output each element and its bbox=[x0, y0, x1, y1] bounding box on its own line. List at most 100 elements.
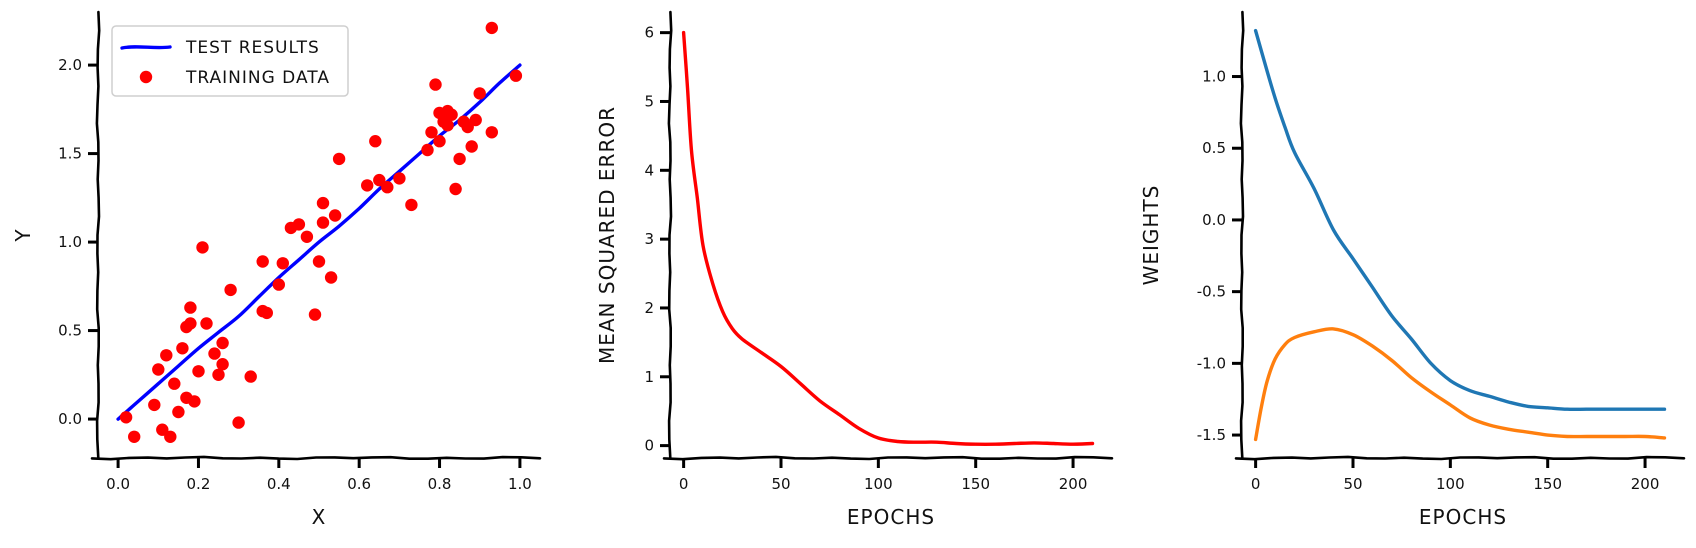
y-tick-label: 5 bbox=[644, 92, 654, 110]
data-point bbox=[449, 182, 462, 196]
data-point bbox=[441, 119, 454, 132]
data-point bbox=[312, 255, 326, 268]
x-tick-label: 50 bbox=[771, 475, 790, 493]
y-axis-label: Y bbox=[11, 228, 35, 242]
x-tick-label: 0.4 bbox=[267, 475, 291, 493]
data-point bbox=[212, 368, 225, 381]
series-line bbox=[681, 30, 1095, 446]
data-point bbox=[184, 301, 197, 314]
data-point bbox=[176, 342, 189, 355]
data-point bbox=[160, 349, 173, 362]
legend-label: TRAINING DATA bbox=[185, 68, 330, 88]
y-tick-label: 4 bbox=[644, 161, 654, 179]
x-tick-label: 0.0 bbox=[106, 475, 130, 493]
data-point bbox=[485, 21, 498, 35]
x-tick-label: 0.8 bbox=[428, 475, 452, 493]
y-axis-spine bbox=[667, 10, 673, 460]
data-point bbox=[168, 377, 181, 390]
data-point bbox=[152, 363, 165, 376]
legend: TEST RESULTS TRAINING DATA bbox=[111, 25, 349, 97]
data-point bbox=[369, 135, 382, 148]
data-point bbox=[216, 336, 229, 350]
data-point bbox=[469, 113, 482, 127]
chart-panel-1: 0.0 0.2 0.4 0.6 0.8 1.0 0.0 0.5 1.0 1.5 2.0 X Y TEST … bbox=[11, 10, 542, 529]
x-axis-spine bbox=[1234, 455, 1686, 461]
data-point bbox=[292, 218, 306, 231]
x-tick-label: 100 bbox=[864, 475, 893, 493]
data-point bbox=[128, 430, 141, 443]
data-point bbox=[393, 172, 406, 185]
data-point bbox=[425, 126, 438, 139]
data-point bbox=[184, 317, 197, 330]
x-tick-label: 0.2 bbox=[187, 475, 211, 493]
y-axis-spine bbox=[95, 10, 101, 460]
x-axis-spine bbox=[662, 455, 1114, 461]
data-point bbox=[208, 347, 221, 360]
y-axis-spine bbox=[1239, 10, 1245, 460]
y-tick-label: 1.0 bbox=[1202, 68, 1226, 86]
data-point bbox=[260, 306, 273, 320]
data-point bbox=[445, 108, 458, 121]
data-point bbox=[461, 120, 474, 134]
data-point bbox=[328, 209, 342, 222]
x-tick-label: 1.0 bbox=[508, 475, 532, 493]
data-point bbox=[509, 69, 523, 82]
x-tick-label: 50 bbox=[1343, 475, 1362, 493]
y-tick-label: 0.0 bbox=[1202, 211, 1226, 229]
y-tick-label: 0.0 bbox=[58, 410, 82, 428]
data-point bbox=[244, 370, 257, 383]
data-point bbox=[421, 143, 434, 157]
data-point bbox=[433, 135, 446, 148]
y-tick-label: 0 bbox=[644, 437, 654, 455]
data-point bbox=[373, 173, 386, 187]
data-point bbox=[324, 271, 338, 284]
data-point bbox=[485, 126, 498, 139]
chart-panel-3: 0 50 100 150 200 1.0 0.5 0.0 -0.5 -1.0 -1.5 EPOCHS W… bbox=[1139, 10, 1686, 529]
x-tick-label: 150 bbox=[1533, 475, 1562, 493]
legend-marker bbox=[139, 70, 153, 84]
data-point bbox=[473, 87, 486, 100]
y-tick-label: 2 bbox=[644, 299, 654, 317]
data-point bbox=[300, 230, 314, 243]
data-point bbox=[453, 152, 466, 166]
data-point bbox=[316, 216, 330, 229]
y-tick-label: 1.0 bbox=[58, 233, 82, 251]
x-tick-label: 200 bbox=[1631, 475, 1660, 493]
y-tick-label: 1.5 bbox=[58, 145, 82, 163]
x-tick-label: 0.6 bbox=[347, 475, 371, 493]
legend-box bbox=[111, 25, 349, 97]
data-point bbox=[276, 257, 289, 270]
data-point bbox=[224, 283, 237, 297]
data-point bbox=[156, 423, 169, 436]
series-line bbox=[1253, 28, 1667, 412]
data-point bbox=[216, 358, 229, 371]
x-tick-label: 0 bbox=[679, 475, 689, 493]
data-point bbox=[256, 255, 269, 268]
legend-label: TEST RESULTS bbox=[185, 38, 320, 58]
data-point bbox=[316, 196, 330, 210]
y-axis-label: WEIGHTS bbox=[1139, 185, 1163, 286]
data-point bbox=[119, 411, 133, 424]
x-axis-label: EPOCHS bbox=[847, 505, 935, 529]
chart-panel-2: 0 50 100 150 200 0 1 2 3 4 5 6 EPOCHS MEAN SQUARED ER… bbox=[595, 10, 1114, 529]
y-axis-label: MEAN SQUARED ERROR bbox=[595, 106, 619, 364]
data-point bbox=[429, 78, 442, 91]
data-point bbox=[361, 179, 374, 192]
data-point bbox=[465, 140, 478, 153]
data-point bbox=[272, 278, 285, 291]
y-tick-label: -0.5 bbox=[1197, 283, 1226, 301]
x-axis-label: X bbox=[312, 505, 327, 529]
y-tick-label: 1 bbox=[644, 368, 654, 386]
data-point bbox=[308, 308, 322, 321]
data-point bbox=[405, 198, 418, 212]
series-line bbox=[1253, 327, 1667, 442]
y-tick-label: 0.5 bbox=[58, 322, 82, 340]
y-tick-label: -1.5 bbox=[1197, 426, 1226, 444]
data-point bbox=[332, 152, 346, 166]
data-point bbox=[164, 430, 177, 443]
data-point bbox=[196, 241, 209, 254]
x-tick-label: 100 bbox=[1436, 475, 1465, 493]
x-tick-label: 0 bbox=[1251, 475, 1261, 493]
